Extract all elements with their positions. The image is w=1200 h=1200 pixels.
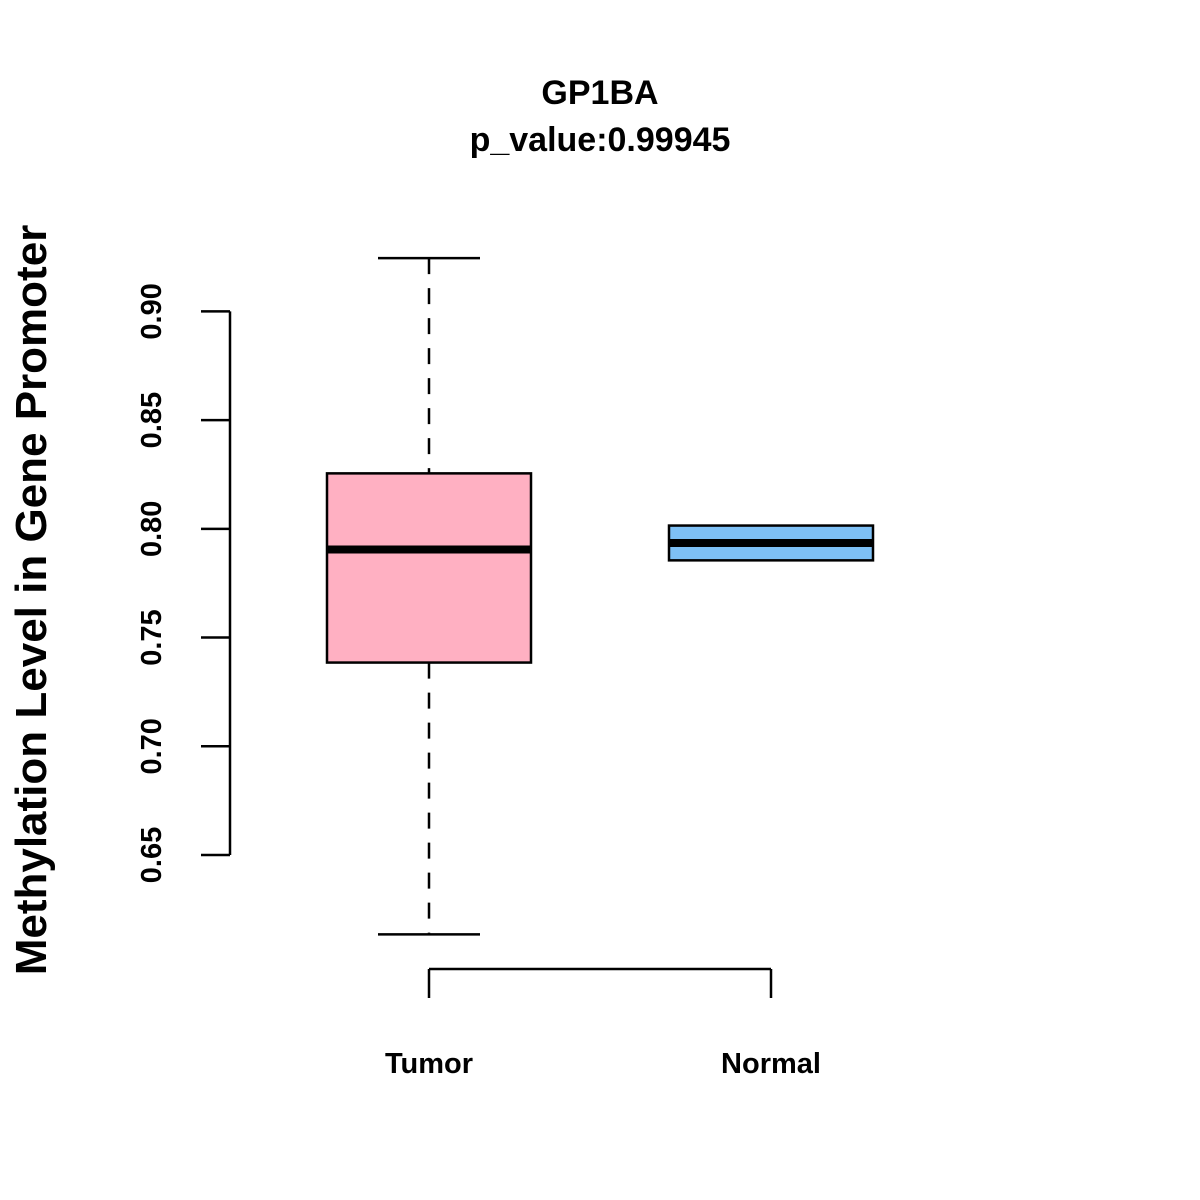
y-tick-label: 0.85 — [136, 392, 168, 448]
y-tick-label: 0.65 — [136, 827, 168, 883]
boxes — [325, 256, 875, 936]
y-axis: 0.65 0.70 0.75 0.80 0.85 0.90 — [136, 283, 232, 883]
y-tick-label: 0.75 — [136, 609, 168, 665]
x-tick-label: Tumor — [385, 1048, 473, 1080]
y-tick-label: 0.70 — [136, 718, 168, 774]
y-axis-label: Methylation Level in Gene Promoter — [7, 225, 56, 976]
box-body — [325, 472, 533, 664]
chart-subtitle: p_value:0.99945 — [470, 121, 731, 159]
x-tick-label: Normal — [721, 1048, 821, 1080]
box-normal — [667, 524, 875, 562]
y-tick-label: 0.90 — [136, 283, 168, 339]
y-tick-label: 0.80 — [136, 501, 168, 557]
chart-title: GP1BA — [541, 74, 658, 112]
box-tumor — [325, 256, 533, 936]
x-axis: Tumor Normal — [385, 967, 821, 1080]
